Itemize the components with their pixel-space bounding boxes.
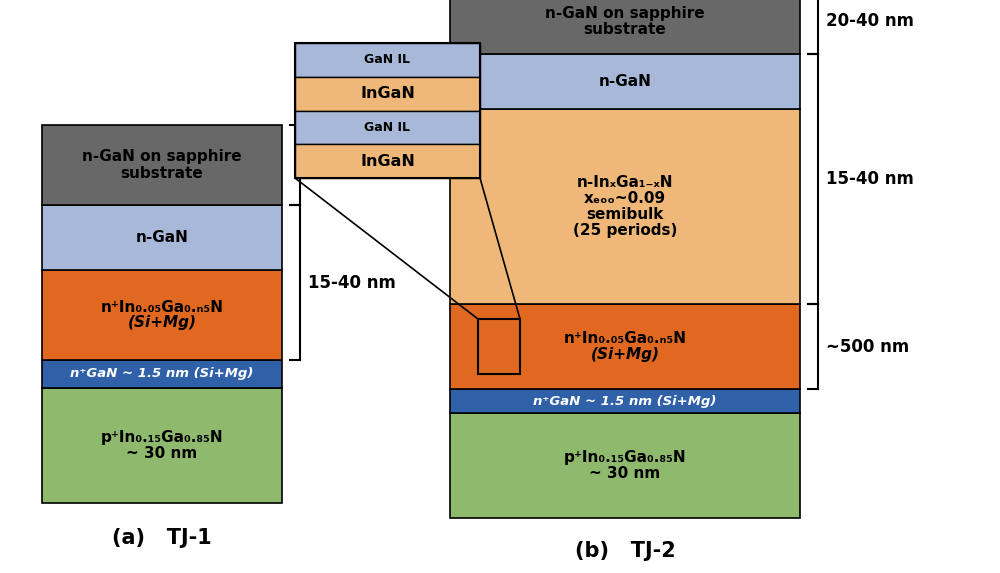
Text: n⁺GaN ~ 1.5 nm (Si+Mg): n⁺GaN ~ 1.5 nm (Si+Mg) <box>70 367 254 380</box>
Text: ~ 30 nm: ~ 30 nm <box>589 466 661 481</box>
Text: n-InₓGa₁₋ₓN: n-InₓGa₁₋ₓN <box>577 175 673 190</box>
Bar <box>450 389 800 413</box>
Text: substrate: substrate <box>121 166 203 180</box>
Text: n⁺GaN ~ 1.5 nm (Si+Mg): n⁺GaN ~ 1.5 nm (Si+Mg) <box>533 394 717 407</box>
Text: ~500 nm: ~500 nm <box>826 337 909 355</box>
Bar <box>42 270 282 360</box>
Text: xₑₒₒ~0.09: xₑₒₒ~0.09 <box>584 191 666 206</box>
Bar <box>295 43 480 77</box>
Bar <box>295 77 480 111</box>
Text: p⁺In₀.₁₅Ga₀.₈₅N: p⁺In₀.₁₅Ga₀.₈₅N <box>101 430 223 445</box>
Text: InGaN: InGaN <box>360 86 415 101</box>
Bar <box>295 144 480 178</box>
Text: GaN IL: GaN IL <box>364 121 411 134</box>
Bar <box>42 360 282 388</box>
Text: (Si+Mg): (Si+Mg) <box>128 316 196 331</box>
Text: (b)   TJ-2: (b) TJ-2 <box>575 541 675 561</box>
Text: substrate: substrate <box>584 22 666 37</box>
Bar <box>450 54 800 109</box>
Bar <box>450 413 800 518</box>
Bar <box>450 109 800 304</box>
Bar <box>295 43 480 178</box>
Text: 15-40 nm: 15-40 nm <box>826 170 914 188</box>
Text: (Si+Mg): (Si+Mg) <box>590 347 660 362</box>
Text: n-GaN: n-GaN <box>136 230 188 245</box>
Text: InGaN: InGaN <box>360 154 415 168</box>
Text: GaN IL: GaN IL <box>364 53 411 66</box>
Bar <box>42 125 282 205</box>
Bar <box>42 205 282 270</box>
Text: n-GaN on sapphire: n-GaN on sapphire <box>82 150 242 164</box>
Bar <box>295 111 480 144</box>
Bar <box>478 319 520 374</box>
Text: 20-40 nm: 20-40 nm <box>826 13 914 30</box>
Text: n-GaN on sapphire: n-GaN on sapphire <box>545 6 705 21</box>
Text: n-GaN: n-GaN <box>599 74 651 89</box>
Text: 15-40 nm: 15-40 nm <box>308 273 396 292</box>
Bar <box>450 0 800 54</box>
Text: n⁺In₀.₀₅Ga₀.ₙ₅N: n⁺In₀.₀₅Ga₀.ₙ₅N <box>100 300 224 315</box>
Bar <box>42 388 282 503</box>
Text: semibulk: semibulk <box>586 207 664 222</box>
Text: (25 periods): (25 periods) <box>573 223 677 238</box>
Text: n⁺In₀.₀₅Ga₀.ₙ₅N: n⁺In₀.₀₅Ga₀.ₙ₅N <box>564 331 686 346</box>
Text: (a)   TJ-1: (a) TJ-1 <box>112 528 212 548</box>
Text: p⁺In₀.₁₅Ga₀.₈₅N: p⁺In₀.₁₅Ga₀.₈₅N <box>564 450 686 465</box>
Bar <box>450 304 800 389</box>
Text: 20-40 nm: 20-40 nm <box>308 156 396 174</box>
Text: ~ 30 nm: ~ 30 nm <box>126 446 198 461</box>
